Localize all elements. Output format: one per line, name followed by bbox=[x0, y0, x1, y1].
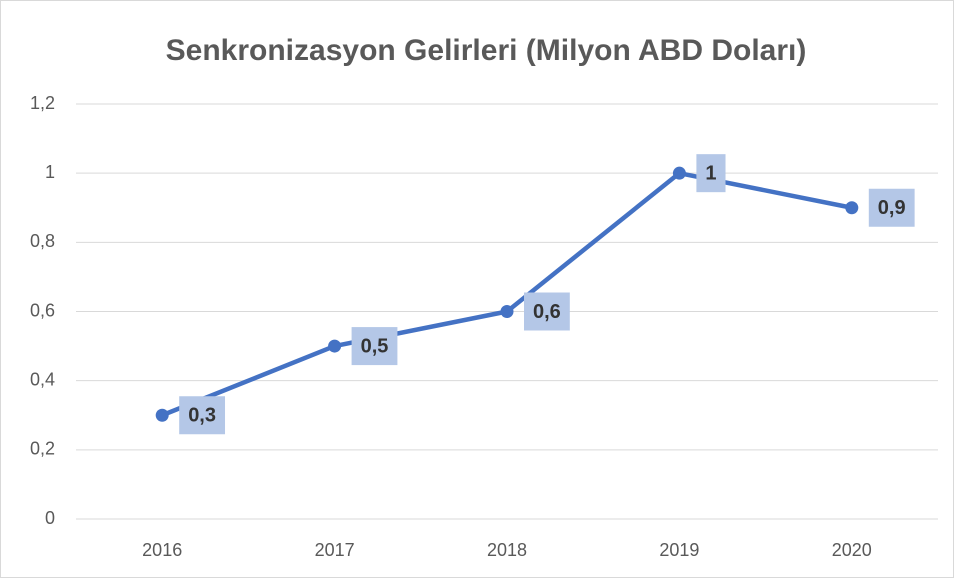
x-tick-label: 2019 bbox=[659, 540, 699, 560]
point bbox=[328, 339, 342, 353]
y-tick-label: 1,2 bbox=[30, 93, 55, 113]
value-label-bg bbox=[524, 292, 570, 331]
point bbox=[155, 408, 169, 422]
y-tick-label: 0,2 bbox=[30, 439, 55, 459]
y-tick-label: 0,8 bbox=[30, 231, 55, 251]
x-tick-label: 2017 bbox=[315, 540, 355, 560]
x-tick-label: 2016 bbox=[142, 540, 182, 560]
y-tick-label: 0 bbox=[45, 508, 55, 528]
value-label: 0,6 bbox=[533, 301, 561, 323]
x-tick-label: 2018 bbox=[487, 540, 527, 560]
y-tick-label: 0,6 bbox=[30, 300, 55, 320]
point bbox=[845, 201, 859, 215]
value-label: 1 bbox=[705, 162, 716, 184]
value-label-bg bbox=[868, 188, 915, 227]
value-label: 0,9 bbox=[878, 197, 906, 219]
value-label-bg bbox=[179, 396, 226, 435]
value-label-bg bbox=[696, 154, 726, 193]
y-tick-label: 0,4 bbox=[30, 369, 55, 389]
value-label-bg bbox=[351, 327, 398, 366]
value-label: 0,3 bbox=[188, 405, 216, 427]
x-tick-label: 2020 bbox=[832, 540, 872, 560]
y-tick-label: 1 bbox=[45, 162, 55, 182]
point bbox=[672, 166, 686, 180]
value-label: 0,5 bbox=[361, 335, 389, 357]
chart-title: Senkronizasyon Gelirleri (Milyon ABD Dol… bbox=[166, 34, 807, 67]
point bbox=[500, 305, 514, 318]
